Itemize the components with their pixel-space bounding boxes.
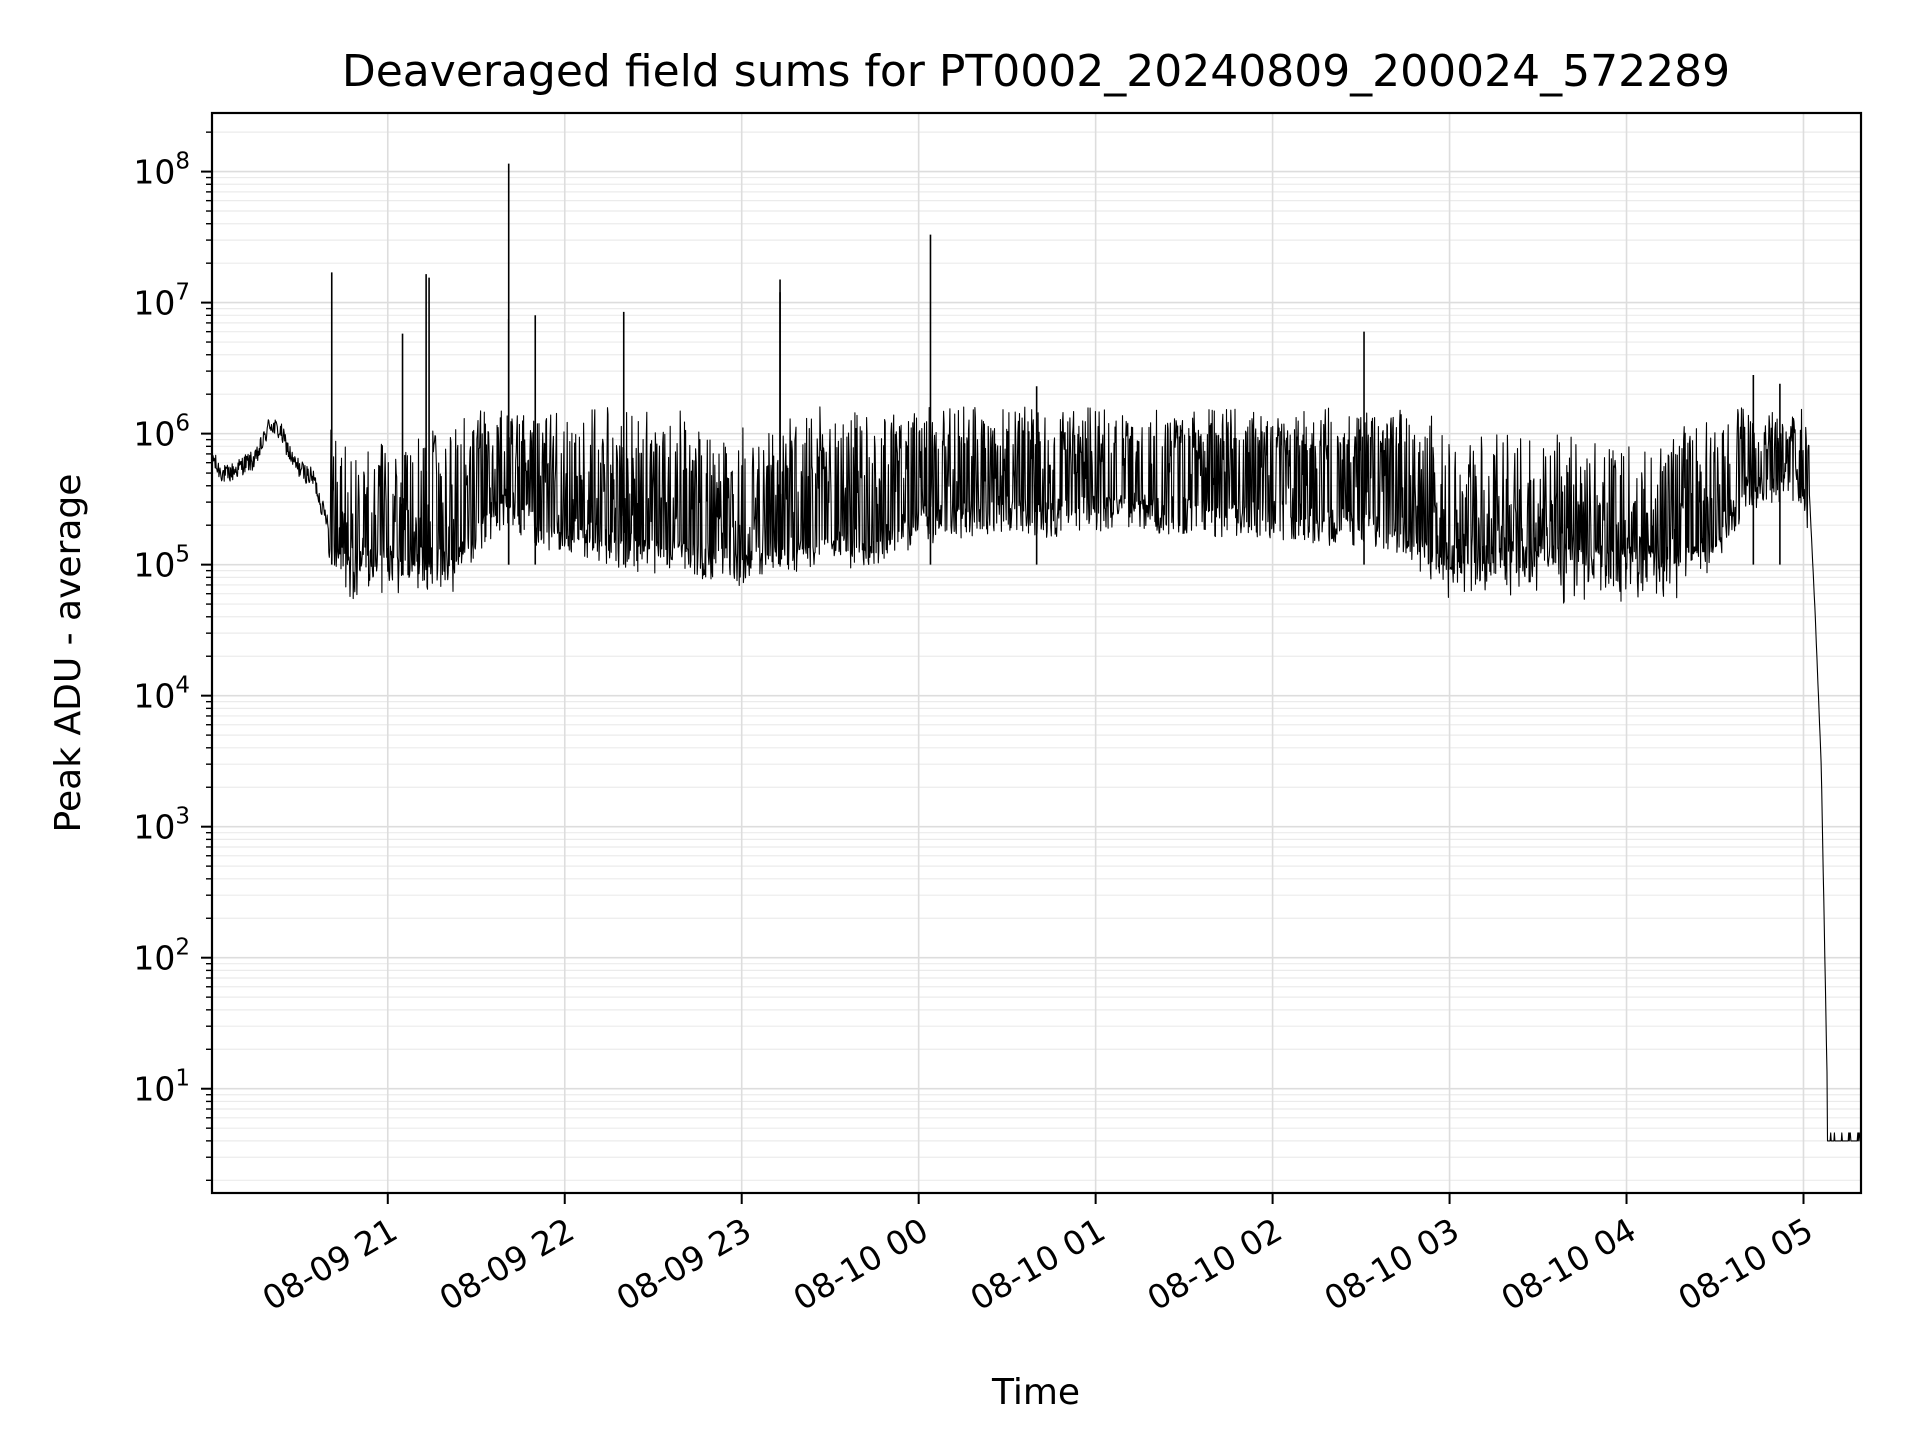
y-tick-label: 102 bbox=[133, 935, 190, 978]
y-axis-label: Peak ADU - average bbox=[48, 474, 89, 833]
y-tick-label: 106 bbox=[133, 411, 190, 454]
plot-frame bbox=[210, 111, 1863, 1195]
y-tick-label: 108 bbox=[133, 149, 190, 192]
chart-title: Deaveraged field sums for PT0002_2024080… bbox=[342, 46, 1730, 97]
y-tick-label: 101 bbox=[133, 1066, 190, 1109]
x-axis-label: Time bbox=[991, 1372, 1080, 1413]
y-tick-label: 103 bbox=[133, 804, 190, 847]
y-tick-label: 105 bbox=[133, 542, 190, 585]
y-tick-label: 107 bbox=[133, 280, 190, 323]
data-line-group bbox=[211, 163, 1861, 1142]
y-tick-label: 104 bbox=[133, 673, 190, 716]
grid bbox=[212, 113, 1861, 1193]
